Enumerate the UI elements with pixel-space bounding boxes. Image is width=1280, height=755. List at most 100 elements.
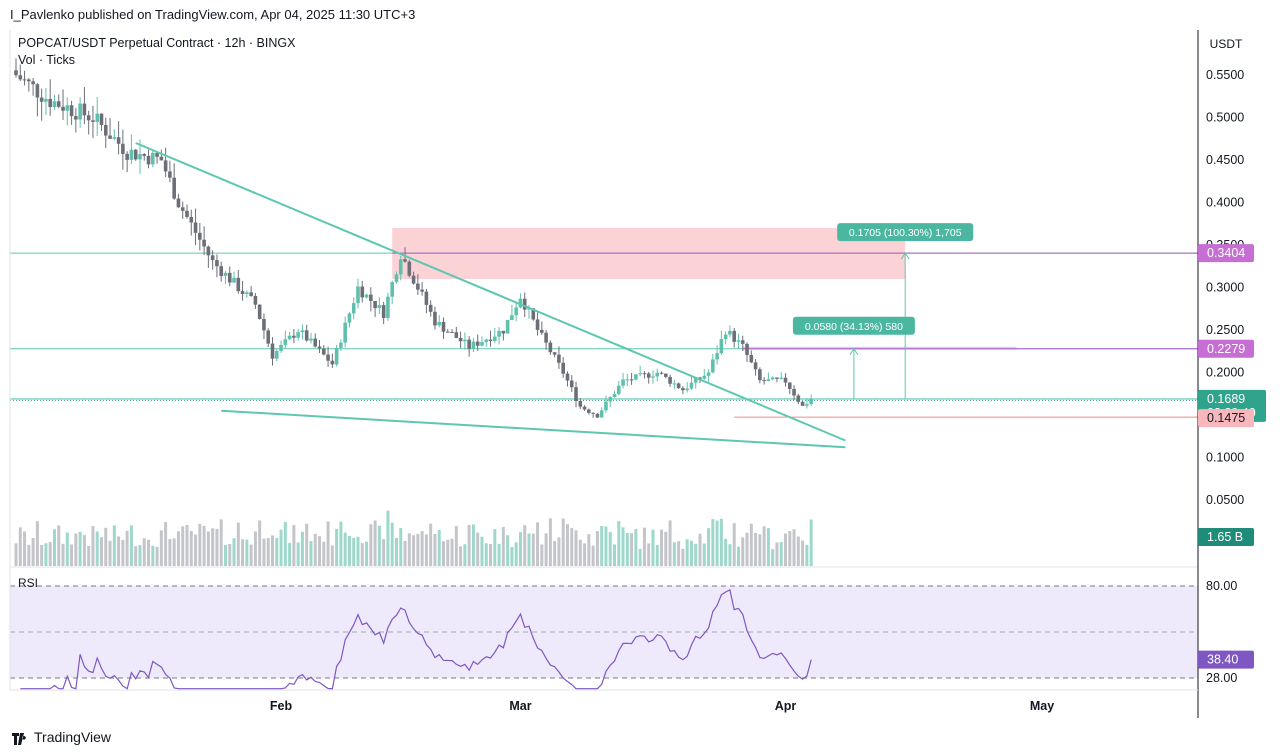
volume-bar <box>155 546 159 566</box>
volume-bar <box>100 537 103 566</box>
volume-bar <box>540 544 544 566</box>
time-tick: Apr <box>775 699 797 713</box>
volume-bar <box>309 541 313 566</box>
volume-bar <box>809 519 813 566</box>
volume-bar <box>369 524 373 566</box>
volume-bar <box>279 529 283 566</box>
candle-body <box>514 307 518 316</box>
volume-bar <box>373 520 377 566</box>
candle-body <box>646 373 651 378</box>
tradingview-logo-icon <box>12 732 28 745</box>
volume-bar <box>335 528 339 566</box>
candle-body <box>428 304 433 312</box>
candle-body <box>655 372 660 377</box>
volume-bar <box>707 528 711 566</box>
candle-body <box>176 198 181 208</box>
volume-bar <box>198 523 202 566</box>
volume-bar <box>557 537 561 566</box>
volume-bar <box>399 527 403 566</box>
symbol-legend[interactable]: POPCAT/USDT Perpetual Contract · 12h · B… <box>18 36 296 50</box>
volume-legend[interactable]: Vol · Ticks <box>18 53 75 67</box>
candle-body <box>155 152 159 157</box>
candle-body <box>441 321 446 332</box>
candle-body <box>424 291 429 305</box>
target-arrow-head-2 <box>849 347 859 356</box>
volume-bar <box>377 525 381 566</box>
volume-bar <box>104 527 108 566</box>
volume-bar <box>31 537 35 566</box>
candle-body <box>488 339 493 341</box>
candle-body <box>625 379 630 381</box>
candle-body <box>582 406 587 410</box>
volume-bar <box>719 518 723 566</box>
candle-body <box>74 116 78 120</box>
volume-bar <box>608 532 612 566</box>
tradingview-footer[interactable]: TradingView <box>12 729 111 745</box>
candle-body <box>394 274 399 283</box>
candle-body <box>253 295 258 305</box>
horizontal-lines-layer <box>10 252 1198 418</box>
volume-bar <box>275 537 279 566</box>
volume-bar <box>732 523 736 566</box>
candle-body <box>31 81 35 85</box>
candle-body <box>497 330 501 337</box>
candle-body <box>775 377 779 379</box>
target-label-1: 0.1705 (100.30%) 1,705 <box>849 227 962 239</box>
candle-body <box>172 177 176 199</box>
candle-body <box>270 343 275 359</box>
candle-body <box>544 332 548 343</box>
volume-bar <box>617 521 621 566</box>
candle-body <box>215 260 219 267</box>
candle-body <box>373 300 377 309</box>
volume-bar <box>647 543 651 566</box>
volume-bar <box>420 531 424 566</box>
candle-body <box>82 103 87 116</box>
volume-bar <box>185 524 189 566</box>
volume-bar <box>749 523 753 566</box>
candle-body <box>445 331 450 333</box>
measurement-arrows-layer: 0.1705 (100.30%) 1,705 0.0580 (34.13%) 58… <box>792 223 974 399</box>
candle-body <box>762 380 766 382</box>
candle-body <box>193 222 198 233</box>
rsi-tick: 28.00 <box>1206 671 1237 685</box>
volume-bar <box>74 533 78 566</box>
legend-layer: POPCAT/USDT Perpetual Contract · 12h · B… <box>18 36 296 67</box>
volume-bar <box>305 523 309 566</box>
candle-body <box>706 372 711 376</box>
candle-body <box>454 332 459 338</box>
volume-bar <box>762 526 766 566</box>
price-tick: 0.3000 <box>1206 281 1244 295</box>
volume-bar <box>613 544 616 566</box>
volume-bar <box>424 534 428 566</box>
candle-body <box>163 160 168 172</box>
volume-bar <box>394 537 398 566</box>
candle-body <box>796 395 801 402</box>
candle-body <box>151 152 155 165</box>
candle-body <box>56 101 61 107</box>
volume-bar <box>668 520 672 566</box>
volume-bar <box>514 542 518 566</box>
volume-bar <box>625 533 629 566</box>
candle-body <box>351 303 356 314</box>
volume-bar <box>754 533 758 566</box>
candle-body <box>146 155 151 165</box>
candle-body <box>27 79 31 82</box>
candle-body <box>168 171 172 178</box>
candle-body <box>587 409 591 413</box>
volume-bar <box>95 531 99 566</box>
candle-body <box>522 298 527 310</box>
tradingview-brand: TradingView <box>34 729 112 745</box>
volume-bar <box>300 531 304 566</box>
candle-body <box>552 352 557 355</box>
candle-body <box>745 343 749 355</box>
candle-body <box>471 341 476 349</box>
volume-bar <box>634 529 638 566</box>
candle-body <box>557 354 561 363</box>
candle-body <box>505 319 510 334</box>
candle-body <box>390 282 394 297</box>
target-arrow-head-1 <box>900 252 910 260</box>
volume-bar <box>48 542 52 566</box>
candle-body <box>728 330 732 335</box>
candle-body <box>377 305 382 309</box>
